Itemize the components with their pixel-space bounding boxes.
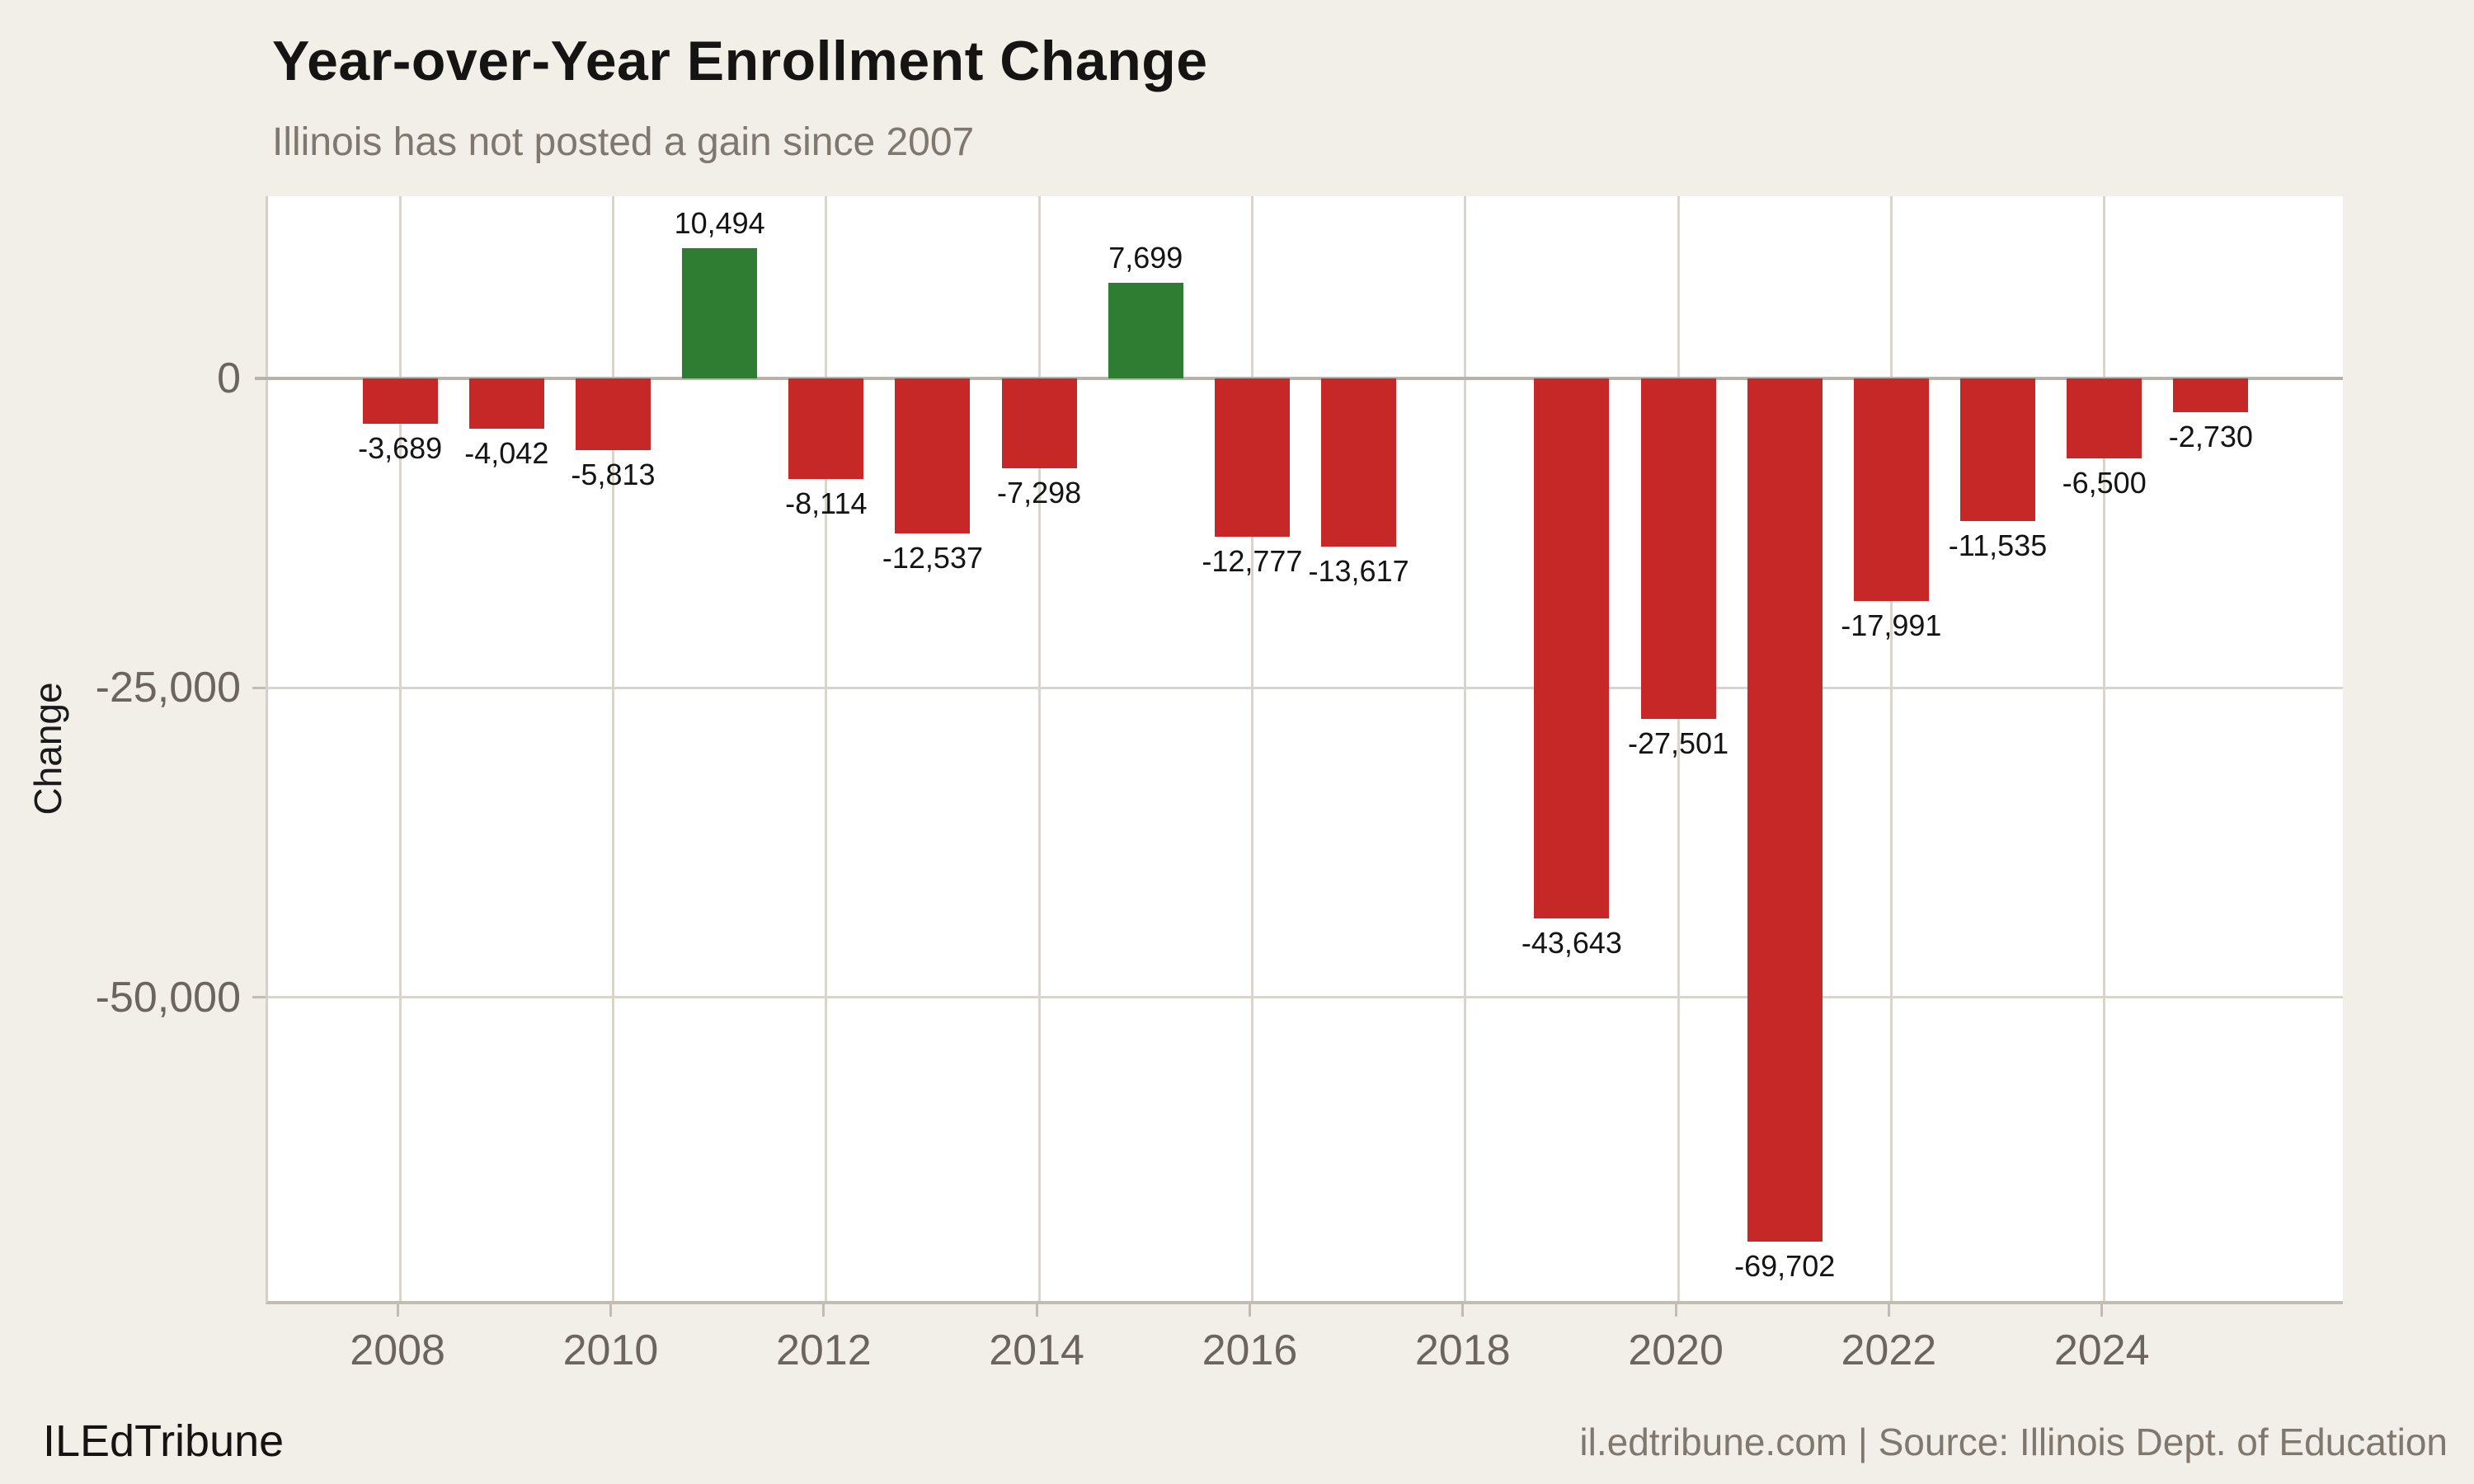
x-tick-label-2024: 2024: [2053, 1327, 2150, 1374]
y-tick-label-0: 0: [217, 354, 241, 402]
chart-title: Year-over-Year Enrollment Change: [272, 30, 1208, 92]
bar-2010: [575, 378, 651, 451]
gridline-year-2018: [1464, 196, 1467, 1301]
x-tick-mark-2008: [396, 1304, 399, 1317]
bar-label-2021: -69,702: [1734, 1248, 1836, 1283]
x-tick-mark-2016: [1248, 1304, 1251, 1317]
x-tick-mark-2014: [1035, 1304, 1038, 1317]
zero-line: [255, 376, 2343, 380]
x-tick-label-2008: 2008: [350, 1327, 445, 1374]
x-tick-label-2012: 2012: [775, 1327, 872, 1374]
x-tick-mark-2018: [1461, 1304, 1465, 1317]
gridline-year-2020: [1677, 196, 1680, 1301]
bar-2020: [1640, 378, 1716, 719]
gridline-year-2008: [398, 196, 402, 1301]
bar-label-2022: -17,991: [1841, 608, 1942, 643]
bar-2014: [1001, 378, 1077, 469]
bar-label-2019: -43,643: [1521, 926, 1622, 960]
bar-label-2024: -6,500: [2062, 466, 2147, 500]
x-tick-label-2018: 2018: [1414, 1327, 1511, 1374]
bar-2008: [362, 378, 438, 425]
bar-2023: [1960, 378, 2036, 522]
bar-label-2023: -11,535: [1948, 528, 2048, 563]
bar-2015: [1108, 283, 1183, 378]
y-tick-label--25000: -25,000: [95, 664, 241, 712]
chart-subtitle: Illinois has not posted a gain since 200…: [272, 120, 975, 164]
bar-label-2015: 7,699: [1108, 241, 1183, 275]
gridline--50000: [268, 996, 2343, 999]
bar-2017: [1321, 378, 1397, 547]
bar-label-2012: -8,114: [785, 486, 868, 520]
bar-2016: [1214, 378, 1290, 537]
x-tick-mark-2020: [1674, 1304, 1677, 1317]
bar-2011: [682, 248, 758, 378]
x-tick-label-2010: 2010: [562, 1327, 659, 1374]
gridline-year-2010: [611, 196, 614, 1301]
bar-2025: [2173, 378, 2249, 412]
bar-label-2020: -27,501: [1627, 726, 1729, 760]
bar-label-2011: 10,494: [674, 206, 765, 241]
bar-2019: [1534, 378, 1610, 919]
footer-brand-logo: ILEdTribune: [43, 1416, 285, 1466]
bar-2021: [1747, 378, 1823, 1242]
bar-label-2009: -4,042: [464, 435, 549, 470]
gridline-year-2022: [1889, 196, 1893, 1301]
bar-2013: [895, 378, 971, 534]
x-tick-label-2016: 2016: [1202, 1327, 1298, 1374]
y-tick-mark--25000: [252, 686, 266, 689]
x-tick-label-2020: 2020: [1628, 1327, 1724, 1374]
bar-label-2017: -13,617: [1308, 554, 1409, 589]
bar-2022: [1853, 378, 1929, 602]
gridline--25000: [268, 686, 2343, 689]
x-tick-mark-2022: [1887, 1304, 1890, 1317]
gridline-year-2024: [2103, 196, 2106, 1301]
bar-2024: [2067, 378, 2142, 459]
bar-label-2010: -5,813: [571, 458, 656, 492]
x-tick-mark-2024: [2100, 1304, 2104, 1317]
x-tick-mark-2012: [822, 1304, 825, 1317]
x-tick-mark-2010: [609, 1304, 612, 1317]
bar-2012: [788, 378, 864, 479]
y-tick-label--50000: -50,000: [95, 973, 241, 1021]
plot-area: -3,689 -4,042 -5,813 10,494 -8,114 -12,537 -7,…: [255, 196, 2343, 1304]
bar-label-2008: -3,689: [358, 431, 443, 466]
gridline-year-2012: [825, 196, 828, 1301]
gridline-year-2014: [1037, 196, 1041, 1301]
bar-label-2013: -12,537: [882, 541, 983, 575]
x-tick-label-2022: 2022: [1841, 1327, 1937, 1374]
bar-label-2014: -7,298: [997, 476, 1082, 510]
bar-2009: [468, 378, 544, 429]
footer-attribution: il.edtribune.com | Source: Illinois Dept…: [1579, 1421, 2448, 1463]
gridline-year-2016: [1250, 196, 1253, 1301]
bar-label-2016: -12,777: [1202, 543, 1303, 578]
x-tick-label-2014: 2014: [989, 1327, 1084, 1374]
bar-label-2025: -2,730: [2168, 419, 2253, 453]
y-tick-mark--50000: [252, 996, 266, 999]
